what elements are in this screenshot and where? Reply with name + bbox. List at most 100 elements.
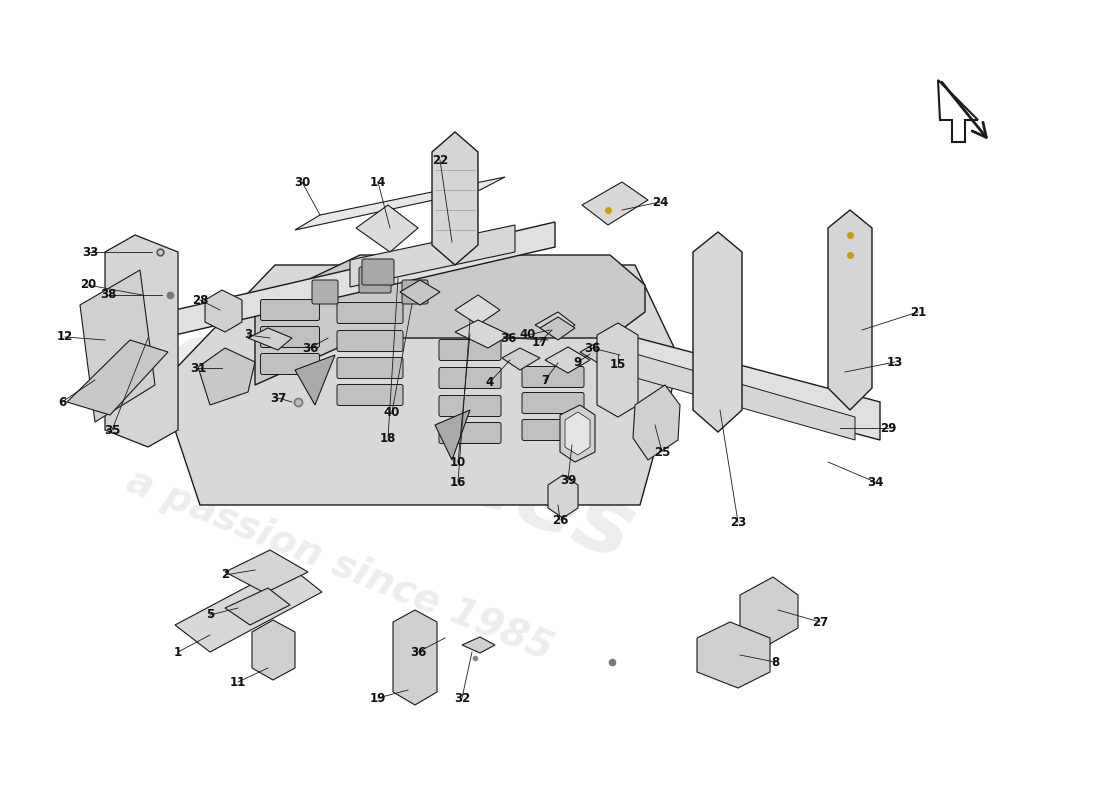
Polygon shape	[632, 385, 680, 460]
Polygon shape	[697, 622, 770, 688]
Polygon shape	[295, 177, 505, 230]
FancyBboxPatch shape	[362, 259, 394, 285]
Text: 27: 27	[812, 615, 828, 629]
Polygon shape	[432, 132, 478, 265]
Text: 24: 24	[652, 195, 668, 209]
Polygon shape	[560, 405, 595, 462]
FancyBboxPatch shape	[439, 395, 500, 417]
Text: 36: 36	[410, 646, 426, 658]
FancyBboxPatch shape	[261, 326, 319, 347]
Polygon shape	[544, 347, 590, 373]
Text: 30: 30	[294, 175, 310, 189]
FancyBboxPatch shape	[337, 302, 403, 323]
Polygon shape	[205, 290, 242, 332]
Text: 10: 10	[450, 455, 466, 469]
Polygon shape	[393, 610, 437, 705]
FancyBboxPatch shape	[522, 419, 584, 441]
Text: 37: 37	[270, 391, 286, 405]
Text: a passion since 1985: a passion since 1985	[121, 462, 559, 668]
Text: 3: 3	[244, 329, 252, 342]
Polygon shape	[255, 255, 645, 385]
Polygon shape	[565, 412, 590, 455]
Polygon shape	[198, 348, 255, 405]
FancyBboxPatch shape	[439, 422, 500, 443]
Polygon shape	[455, 320, 510, 348]
FancyBboxPatch shape	[522, 366, 584, 387]
Text: 1: 1	[174, 646, 183, 658]
Text: 28: 28	[191, 294, 208, 306]
Text: 36: 36	[499, 331, 516, 345]
Text: 5: 5	[206, 609, 214, 622]
Polygon shape	[502, 348, 540, 370]
Text: 21: 21	[910, 306, 926, 318]
FancyBboxPatch shape	[439, 367, 500, 389]
FancyBboxPatch shape	[261, 354, 319, 374]
Text: 19: 19	[370, 691, 386, 705]
Polygon shape	[740, 577, 798, 645]
Polygon shape	[356, 205, 418, 252]
Polygon shape	[693, 232, 742, 432]
Text: 13: 13	[887, 355, 903, 369]
Text: 32: 32	[454, 691, 470, 705]
Polygon shape	[350, 225, 515, 287]
Text: 33: 33	[81, 246, 98, 258]
FancyBboxPatch shape	[312, 280, 338, 304]
Text: 40: 40	[520, 329, 536, 342]
Text: 36: 36	[584, 342, 601, 354]
Polygon shape	[462, 637, 495, 653]
Text: 29: 29	[880, 422, 896, 434]
Polygon shape	[455, 295, 500, 325]
Polygon shape	[226, 550, 308, 593]
Text: 18: 18	[379, 431, 396, 445]
FancyBboxPatch shape	[402, 280, 428, 304]
FancyBboxPatch shape	[337, 385, 403, 406]
Text: 14: 14	[370, 175, 386, 189]
Text: 9: 9	[574, 355, 582, 369]
Polygon shape	[828, 210, 872, 410]
Polygon shape	[434, 410, 470, 460]
Polygon shape	[295, 355, 336, 405]
Text: 17: 17	[532, 335, 548, 349]
Polygon shape	[80, 270, 155, 422]
FancyBboxPatch shape	[359, 267, 390, 293]
Polygon shape	[535, 312, 575, 338]
Text: 6: 6	[58, 395, 66, 409]
Polygon shape	[580, 342, 615, 363]
Text: 16: 16	[450, 475, 466, 489]
Text: 11: 11	[230, 675, 246, 689]
Text: 38: 38	[100, 289, 117, 302]
Polygon shape	[597, 323, 638, 417]
Text: 8: 8	[771, 655, 779, 669]
Polygon shape	[615, 348, 855, 440]
Text: 15: 15	[609, 358, 626, 371]
Text: 4: 4	[486, 375, 494, 389]
Polygon shape	[252, 620, 295, 680]
Polygon shape	[248, 328, 292, 350]
Text: 31: 31	[190, 362, 206, 374]
Text: 26: 26	[552, 514, 569, 526]
Text: 2: 2	[221, 569, 229, 582]
Polygon shape	[118, 222, 556, 370]
Text: 40: 40	[384, 406, 400, 418]
Polygon shape	[104, 235, 178, 447]
Polygon shape	[540, 317, 575, 340]
Text: 23: 23	[730, 515, 746, 529]
Text: eurotices: eurotices	[153, 310, 648, 581]
Polygon shape	[226, 588, 290, 625]
Polygon shape	[67, 340, 168, 415]
Text: 22: 22	[432, 154, 448, 166]
FancyBboxPatch shape	[439, 339, 500, 361]
Polygon shape	[582, 182, 648, 225]
Polygon shape	[160, 265, 680, 505]
Polygon shape	[615, 332, 880, 440]
FancyBboxPatch shape	[337, 330, 403, 351]
Text: 35: 35	[103, 423, 120, 437]
Text: 25: 25	[653, 446, 670, 458]
Polygon shape	[938, 80, 978, 142]
Text: 39: 39	[560, 474, 576, 486]
Polygon shape	[400, 280, 440, 305]
Text: 7: 7	[541, 374, 549, 386]
Text: 20: 20	[80, 278, 96, 291]
Text: 36: 36	[301, 342, 318, 354]
Polygon shape	[548, 475, 578, 518]
